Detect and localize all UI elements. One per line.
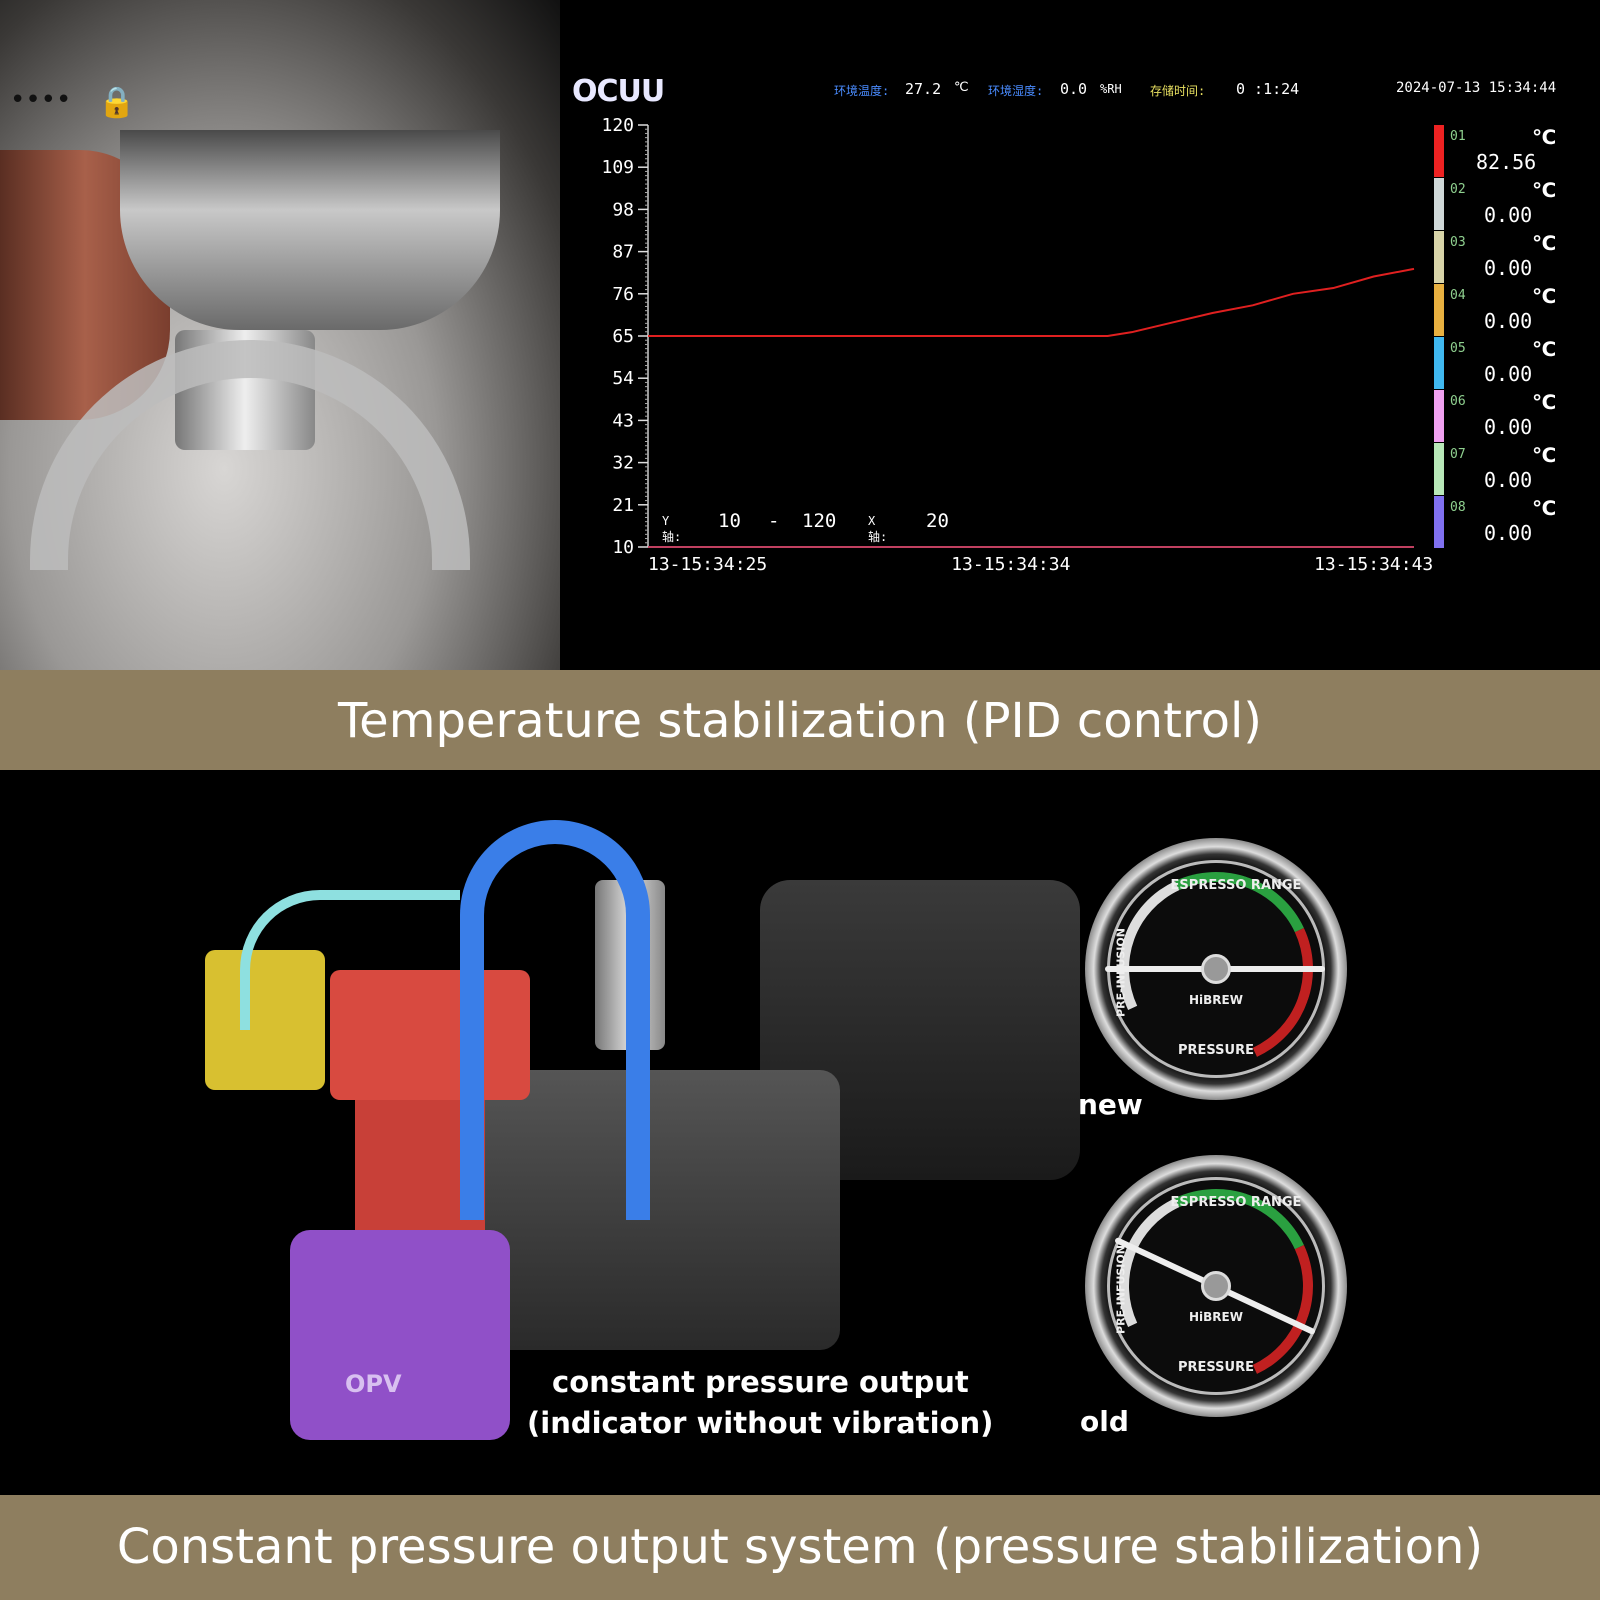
humidity-label: 环境湿度: [988,84,1044,98]
ambient-temp-value: 27.2 [905,80,942,98]
gauge-bottom-text: PRESSURE [1177,1043,1254,1058]
legend-unit: ℃ [1532,125,1557,149]
gauge-top-text: ESPRESSO RANGE [1170,878,1302,893]
legend-value: 82.56 [1476,150,1537,174]
legend-color-bar [1434,337,1444,389]
legend-unit: ℃ [1532,178,1557,202]
ambient-temp-label: 环境温度: [834,84,890,98]
legend-channel: 08 [1450,500,1466,515]
temperature-banner: Temperature stabilization (PID control) [0,670,1600,772]
portafilter-basket [120,130,500,330]
legend-unit: ℃ [1532,284,1557,308]
x-tick-label: 13-15:34:43 [1314,554,1433,575]
legend-value: 0.00 [1484,203,1533,227]
legend-unit: ℃ [1532,231,1557,255]
legend-color-bar [1434,178,1444,230]
caption-line1: constant pressure output [552,1365,969,1399]
x-range-value: 20 [926,510,949,532]
y-range-dash: - [768,510,780,532]
x-tick-label: 13-15:34:34 [951,554,1070,575]
x-range-label: X轴: [868,514,888,544]
legend-color-bar [1434,231,1444,283]
y-tick-label: 87 [612,242,634,263]
legend-channel: 04 [1450,288,1466,303]
legend-color-bar [1434,125,1444,177]
gauge-bottom-text: PRESSURE [1177,1360,1254,1375]
opv-valve [290,1230,510,1440]
gauge-brand: HiBREW [1189,993,1243,1007]
y-tick-label: 98 [612,199,634,220]
y-tick-label: 32 [612,453,634,474]
legend-color-bar [1434,284,1444,336]
legend-channel: 01 [1450,129,1466,144]
legend-channel: 07 [1450,447,1466,462]
y-range-min: 10 [718,510,741,532]
pressure-banner: Constant pressure output system (pressur… [0,1495,1600,1600]
humidity-value: 0.0 [1060,80,1088,98]
gauge-old-label: old [1080,1405,1129,1438]
y-tick-label: 21 [612,495,634,516]
legend-channel: 02 [1450,182,1466,197]
dots-icon: •••• [10,85,72,115]
y-tick-label: 10 [612,537,634,558]
gauge-brand: HiBREW [1189,1310,1243,1324]
y-tick-label: 65 [612,326,634,347]
legend-value: 0.00 [1484,256,1533,280]
opv-label: OPV [345,1370,402,1398]
ocuu-logo: OCUU [572,74,665,109]
legend-value: 0.00 [1484,309,1533,333]
legend-channel: 03 [1450,235,1466,250]
legend-unit: ℃ [1532,337,1557,361]
portafilter-photo: •••• 🔒 [0,0,560,670]
y-tick-label: 54 [612,368,634,389]
legend-channel: 05 [1450,341,1466,356]
legend-unit: ℃ [1532,496,1557,520]
y-tick-label: 109 [601,157,634,178]
gauge-new: ESPRESSO RANGE PRE-INFUSION HiBREW PRESS… [1085,838,1347,1100]
gauge-side-text: PRE-INFUSION [1114,1245,1128,1334]
pressure-diagram: OPV constant pressure output (indicator … [0,770,1600,1495]
y-tick-label: 76 [612,284,634,305]
storage-time-label: 存储时间: [1150,84,1206,98]
lock-icon: 🔒 [98,85,136,120]
series-line-01 [648,267,1415,337]
ambient-temp-unit: ℃ [954,80,969,95]
temperature-chart: 120 109 98 87 76 65 54 43 32 21 10 13-15:34:25 13-15… [601,115,1433,575]
legend-color-bar [1434,390,1444,442]
legend-unit: ℃ [1532,443,1557,467]
humidity-unit: %RH [1100,82,1122,96]
gauge-hub [1201,954,1231,984]
gauge-top-text: ESPRESSO RANGE [1170,1195,1302,1210]
legend-value: 0.00 [1484,468,1533,492]
legend-value: 0.00 [1484,415,1533,439]
temperature-logger-screen: OCUU 环境温度: 27.2 ℃ 环境湿度: 0.0 %RH 存储时间: 0 … [560,60,1560,580]
x-tick-label: 13-15:34:25 [648,554,767,575]
gauge-new-label: new [1078,1088,1143,1121]
y-range-label: Y轴: [662,514,682,544]
y-tick-label: 120 [601,115,634,136]
legend-color-bar [1434,443,1444,495]
legend-value: 0.00 [1484,362,1533,386]
datetime: 2024-07-13 15:34:44 [1396,80,1557,96]
storage-time-value: 0 :1:24 [1236,80,1300,98]
legend-channel: 06 [1450,394,1466,409]
legend-color-bar [1434,496,1444,548]
y-tick-label: 43 [612,410,634,431]
caption-line2: (indicator without vibration) [527,1406,994,1440]
cyan-tube [240,890,460,1030]
blue-hose [460,820,650,1220]
gauge-side-text: PRE-INFUSION [1114,928,1128,1017]
gauge-old: ESPRESSO RANGE PRE-INFUSION HiBREW PRESS… [1085,1155,1347,1417]
gauge-hub [1201,1271,1231,1301]
legend-value: 0.00 [1484,521,1533,545]
legend-unit: ℃ [1532,390,1557,414]
y-range-max: 120 [802,510,837,532]
